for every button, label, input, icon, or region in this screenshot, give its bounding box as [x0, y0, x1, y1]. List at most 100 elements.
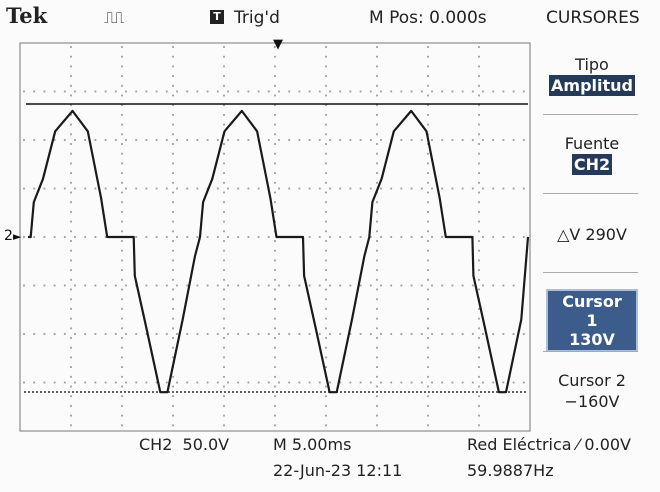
- grid-dot: [427, 240, 429, 242]
- trigger-status: Trig'd: [234, 8, 280, 28]
- grid-dot: [427, 46, 429, 48]
- grid-dot: [216, 284, 219, 287]
- grid-dot: [339, 236, 342, 238]
- grid-dot: [172, 395, 174, 398]
- grid-dot: [278, 90, 280, 93]
- grid-dot: [318, 381, 321, 384]
- grid-dot: [325, 94, 327, 97]
- grid-dot: [427, 249, 429, 252]
- grid-dot: [223, 211, 225, 213]
- grid-dot: [325, 152, 327, 155]
- grid-dot: [478, 114, 480, 116]
- grid-dot: [288, 187, 291, 190]
- grid-dot: [478, 191, 480, 194]
- grid-dot: [482, 236, 484, 238]
- grid-dot: [427, 288, 429, 291]
- grid-dot: [70, 143, 72, 145]
- grid-dot: [420, 187, 423, 190]
- grid-dot: [502, 236, 505, 238]
- grid-dot: [94, 236, 97, 238]
- grid-dot: [427, 162, 429, 165]
- grid-dot: [427, 172, 429, 174]
- grid-dot: [325, 65, 327, 68]
- grid-dot: [223, 123, 225, 126]
- grid-dot: [114, 90, 117, 93]
- grid-dot: [94, 187, 97, 190]
- grid-dot: [121, 65, 123, 68]
- channel-scale: CH2 50.0V: [139, 435, 230, 454]
- grid-dot: [257, 236, 260, 238]
- grid-dot: [172, 308, 174, 310]
- grid-dot: [176, 187, 178, 190]
- grid-dot: [196, 187, 199, 190]
- grid-dot: [376, 75, 378, 77]
- grid-dot: [223, 75, 225, 77]
- menu-cursor-2[interactable]: Cursor 2 −160V: [546, 370, 638, 412]
- grid-dot: [33, 236, 36, 238]
- grid-dot: [502, 333, 505, 335]
- grid-dot: [427, 84, 429, 87]
- grid-dot: [308, 139, 311, 141]
- grid-dot: [329, 333, 331, 335]
- grid-dot: [512, 333, 515, 335]
- grid-dot: [172, 317, 174, 320]
- grid-dot: [349, 187, 352, 190]
- grid-dot: [390, 381, 393, 384]
- grid-dot: [369, 333, 372, 335]
- grid-dot: [451, 284, 454, 287]
- grid-dot: [216, 90, 219, 93]
- grid-dot: [400, 333, 403, 335]
- grid-dot: [376, 327, 378, 330]
- grid-dot: [478, 230, 480, 233]
- grid-dot: [165, 381, 168, 384]
- grid-dot: [53, 236, 56, 238]
- grid-dot: [427, 181, 429, 184]
- grid-dot: [359, 381, 362, 384]
- grid-dot: [247, 90, 250, 93]
- grid-dot: [376, 249, 378, 252]
- grid-dot: [70, 230, 72, 233]
- grid-dot: [223, 308, 225, 310]
- grid-dot: [70, 278, 72, 281]
- grid-dot: [121, 385, 123, 388]
- channel-2-arrow-icon: ►: [13, 230, 22, 243]
- grid-dot: [376, 424, 378, 427]
- grid-dot: [478, 337, 480, 339]
- grid-dot: [278, 187, 280, 190]
- grid-dot: [121, 337, 123, 339]
- grid-dot: [471, 187, 474, 190]
- grid-dot: [427, 191, 429, 194]
- grid-dot: [325, 55, 327, 58]
- grid-dot: [427, 424, 429, 427]
- grid-dot: [121, 240, 123, 242]
- grid-dot: [155, 139, 158, 141]
- grid-dot: [70, 240, 72, 242]
- grid-dot: [172, 143, 174, 145]
- grid-dot: [223, 46, 225, 48]
- grid-dot: [325, 162, 327, 165]
- menu-tipo[interactable]: Tipo Amplitud: [546, 54, 638, 96]
- menu-fuente[interactable]: Fuente CH2: [546, 133, 638, 175]
- grid-dot: [427, 94, 429, 97]
- grid-dot: [223, 220, 225, 223]
- grid-dot: [441, 284, 444, 287]
- menu-cursor-1[interactable]: Cursor 1 130V: [546, 289, 638, 352]
- grid-dot: [278, 333, 280, 335]
- grid-dot: [376, 152, 378, 155]
- grid-dot: [70, 191, 72, 194]
- grid-dot: [145, 236, 148, 238]
- grid-dot: [274, 366, 276, 368]
- grid-dot: [512, 139, 515, 141]
- grid-dot: [125, 187, 127, 190]
- grid-dot: [216, 381, 219, 384]
- grid-dot: [172, 123, 174, 126]
- grid-dot: [172, 259, 174, 262]
- grid-dot: [274, 172, 276, 174]
- grid-dot: [186, 139, 189, 141]
- grid-dot: [298, 333, 301, 335]
- grid-dot: [461, 333, 464, 335]
- grid-dot: [278, 381, 280, 384]
- grid-dot: [376, 288, 378, 291]
- grid-dot: [43, 139, 46, 141]
